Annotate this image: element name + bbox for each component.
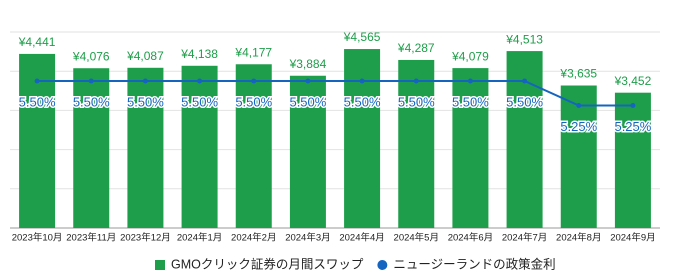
line-point <box>142 78 148 84</box>
x-tick-label: 2023年12月 <box>120 232 171 244</box>
bar <box>344 49 381 228</box>
line-value-label: 5.50% <box>127 94 164 109</box>
bar-value-label: ¥4,138 <box>180 47 218 61</box>
line-value-label: 5.25% <box>560 119 597 134</box>
line-value-label: 5.25% <box>614 119 651 134</box>
line-value-label: 5.50% <box>344 94 381 109</box>
bar-value-label: ¥4,087 <box>126 49 164 63</box>
x-tick-label: 2024年1月 <box>177 232 222 244</box>
x-tick-label: 2024年7月 <box>502 232 547 244</box>
bar <box>235 64 272 228</box>
legend-label: GMOクリック証券の月間スワップ <box>171 256 364 271</box>
line <box>37 80 633 107</box>
bar <box>289 75 326 229</box>
bar <box>506 51 543 229</box>
bar <box>614 92 651 228</box>
line-value-label: 5.50% <box>452 94 489 109</box>
bar <box>398 59 435 228</box>
bar <box>127 67 164 228</box>
line-value-label: 5.50% <box>19 94 56 109</box>
bar <box>73 68 110 229</box>
line-point <box>305 78 311 84</box>
x-tick-label: 2023年10月 <box>12 232 63 244</box>
bar <box>181 65 218 228</box>
legend-label: ニュージーランドの政策金利 <box>393 256 555 271</box>
bar <box>560 85 597 229</box>
line-point <box>522 78 528 84</box>
bar-value-label: ¥4,513 <box>505 32 543 46</box>
bar-value-label: ¥4,287 <box>397 41 435 55</box>
line-point <box>630 103 636 108</box>
x-tick-label: 2024年9月 <box>610 232 655 244</box>
line-value-label: 5.50% <box>398 94 435 109</box>
bar-value-label: ¥4,441 <box>18 35 56 49</box>
bar <box>452 68 489 228</box>
line-value-label: 5.50% <box>235 94 272 109</box>
line-value-label: 5.50% <box>73 94 110 109</box>
line-point <box>467 78 473 84</box>
x-tick-label: 2024年4月 <box>339 232 384 244</box>
legend-swatch <box>155 260 165 270</box>
x-tick-label: 2024年6月 <box>448 232 493 244</box>
line-point <box>88 78 94 84</box>
x-tick-label: 2024年2月 <box>231 232 276 244</box>
line-point <box>576 103 582 108</box>
x-tick-label: 2024年3月 <box>285 232 330 244</box>
bar-value-label: ¥3,452 <box>614 74 652 88</box>
line-point <box>197 78 203 84</box>
line-point <box>359 78 365 84</box>
bar-value-label: ¥4,177 <box>234 45 272 59</box>
x-tick-label: 2024年5月 <box>394 232 439 244</box>
bar-value-label: ¥4,565 <box>343 30 381 44</box>
legend-swatch <box>377 260 388 270</box>
bar-value-label: ¥4,079 <box>451 49 489 63</box>
line-value-label: 5.50% <box>289 94 326 109</box>
x-tick-label: 2023年11月 <box>66 232 116 244</box>
line-value-label: 5.50% <box>506 94 543 109</box>
x-tick-label: 2024年8月 <box>556 232 601 244</box>
line-point <box>251 78 257 84</box>
line-point <box>34 78 40 84</box>
bar-value-label: ¥4,076 <box>72 49 110 63</box>
line-point <box>413 78 419 84</box>
line-value-label: 5.50% <box>181 94 218 109</box>
bar-value-label: ¥3,884 <box>289 57 327 71</box>
bar-value-label: ¥3,635 <box>559 67 597 81</box>
